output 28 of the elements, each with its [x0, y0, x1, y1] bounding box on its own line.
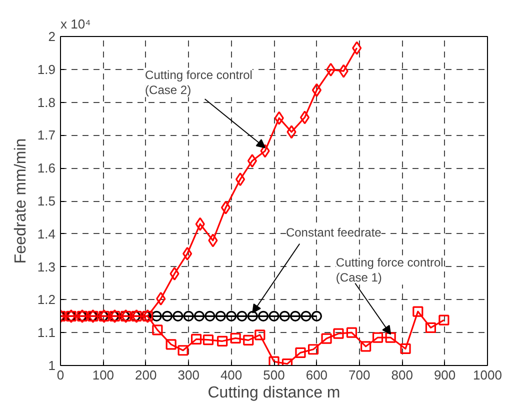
text: x 10⁴: [60, 16, 91, 32]
annotation: Constant feedrate: [286, 226, 382, 240]
annotation: Cutting force control (Case 2): [145, 68, 252, 98]
y-axis-title: Feedrate mm/min: [12, 138, 30, 264]
x-tick-label: 300: [178, 368, 200, 382]
x-tick-label: 800: [391, 368, 413, 382]
x-tick-label: 400: [220, 368, 242, 382]
x-tick-label: 100: [92, 368, 114, 382]
y-tick-label: 1.8: [37, 94, 56, 110]
y-tick-label: 1: [48, 358, 56, 373]
annotation: Cutting force control (Case 1): [336, 255, 444, 285]
x-tick-label: 900: [434, 368, 456, 382]
y-tick-label: 1.3: [37, 259, 56, 274]
x-tick-label: 600: [306, 368, 328, 382]
y-tick-label: 1.2: [37, 292, 56, 308]
y-tick-label: 1.9: [37, 62, 56, 77]
x-tick-label: 500: [263, 368, 285, 382]
y-tick-label: 2: [48, 29, 56, 44]
x-tick-label: 0: [56, 368, 64, 382]
y-tick-label: 1.6: [37, 160, 56, 176]
x-tick-label: 1000: [473, 368, 502, 382]
x-tick-label: 200: [135, 368, 157, 382]
x-axis-title: Cutting distance m: [208, 384, 340, 402]
y-tick-label: 1.1: [37, 325, 56, 340]
y-tick-label: 1.7: [37, 128, 56, 143]
x-tick-label: 700: [348, 368, 370, 382]
y-tick-label: 1.4: [37, 226, 56, 242]
y-tick-label: 1.5: [37, 194, 56, 208]
